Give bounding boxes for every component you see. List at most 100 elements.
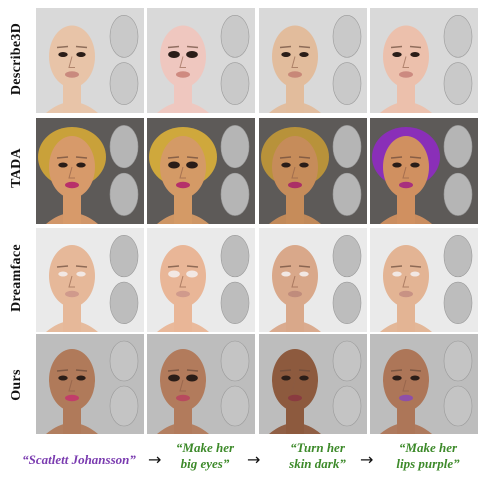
side-render-bottom	[220, 172, 250, 216]
row-label-text: TADA	[9, 147, 24, 188]
right-eye	[76, 271, 86, 277]
left-eye	[58, 271, 68, 277]
caption-line: “Scatlett Johansson”	[22, 452, 136, 467]
result-cell-r1-c3	[370, 118, 478, 224]
lips	[288, 290, 302, 298]
side-render-bottom	[109, 62, 139, 105]
neck	[397, 82, 415, 113]
lips	[65, 394, 79, 402]
left-eye	[58, 162, 68, 168]
left-eye	[392, 271, 402, 277]
side-render-top	[332, 15, 362, 58]
neck	[174, 82, 192, 113]
nose	[68, 379, 75, 392]
left-brow	[390, 45, 403, 49]
neck	[63, 193, 81, 224]
neck	[174, 193, 192, 224]
left-brow	[279, 265, 292, 268]
caption-prompt-2: “Turn her skin dark”	[270, 440, 365, 472]
neck	[174, 302, 192, 332]
result-cell-r3-c3	[370, 334, 478, 434]
right-brow	[75, 45, 88, 49]
side-render-bottom	[332, 385, 362, 427]
side-render-bottom	[220, 281, 250, 324]
row-label-text: Dreamface	[9, 243, 24, 312]
neck	[397, 302, 415, 332]
side-render-top	[220, 234, 250, 278]
neck	[286, 82, 304, 113]
right-brow	[298, 45, 311, 49]
lips	[399, 290, 413, 298]
nose	[179, 166, 186, 179]
lips	[176, 181, 190, 189]
neck	[63, 406, 81, 434]
side-render-top	[220, 125, 250, 169]
right-brow	[409, 45, 422, 49]
left-brow	[279, 45, 292, 49]
left-brow	[56, 265, 69, 268]
side-render-top	[109, 234, 139, 278]
right-eye	[186, 161, 198, 169]
right-brow	[186, 265, 199, 268]
left-brow	[279, 156, 292, 159]
right-brow	[409, 369, 422, 372]
left-brow	[390, 156, 403, 159]
side-render-bottom	[443, 62, 473, 105]
left-eye	[168, 374, 180, 382]
left-eye	[168, 270, 180, 278]
lips	[399, 181, 413, 189]
nose	[179, 56, 186, 68]
result-cell-r3-c0	[36, 334, 144, 434]
side-render-bottom	[443, 172, 473, 216]
result-cell-r0-c1	[147, 8, 255, 113]
caption-line: “Turn her	[290, 440, 345, 455]
caption-line: lips purple”	[396, 456, 460, 471]
side-render-bottom	[332, 62, 362, 105]
nose	[402, 56, 409, 68]
result-cell-r0-c2	[259, 8, 367, 113]
left-eye	[281, 51, 291, 58]
side-render-top	[443, 125, 473, 169]
nose	[68, 56, 75, 68]
row-label-describe3d: Describe3D	[0, 8, 34, 110]
left-eye	[392, 51, 402, 58]
left-brow	[390, 369, 403, 372]
caption-prompt-3: “Make her lips purple”	[378, 440, 478, 472]
arrow-2: →	[360, 450, 374, 469]
row-label-ours: Ours	[0, 335, 34, 435]
side-render-top	[109, 15, 139, 58]
caption-prompt-1: “Make her big eyes”	[160, 440, 250, 472]
left-brow	[167, 369, 180, 372]
lips	[176, 290, 190, 298]
nose	[291, 166, 298, 179]
side-render-top	[443, 15, 473, 58]
lips	[176, 394, 190, 402]
result-cell-r2-c1	[147, 228, 255, 332]
lips	[65, 181, 79, 189]
nose	[402, 379, 409, 392]
neck	[397, 406, 415, 434]
left-brow	[56, 369, 69, 372]
right-brow	[409, 265, 422, 268]
side-render-top	[332, 234, 362, 278]
left-eye	[168, 51, 180, 58]
right-eye	[410, 271, 420, 277]
right-eye	[76, 162, 86, 168]
side-render-top	[443, 234, 473, 278]
result-cell-r2-c2	[259, 228, 367, 332]
lips	[399, 71, 413, 78]
side-render-bottom	[109, 172, 139, 216]
nose	[179, 379, 186, 392]
nose	[402, 275, 409, 288]
left-eye	[281, 375, 291, 381]
nose	[402, 166, 409, 179]
left-eye	[168, 161, 180, 169]
nose	[291, 56, 298, 68]
side-render-bottom	[220, 385, 250, 427]
side-render-top	[220, 340, 250, 382]
right-eye	[76, 51, 86, 58]
right-brow	[75, 156, 88, 159]
neck	[286, 193, 304, 224]
right-eye	[299, 271, 309, 277]
left-brow	[167, 156, 180, 159]
